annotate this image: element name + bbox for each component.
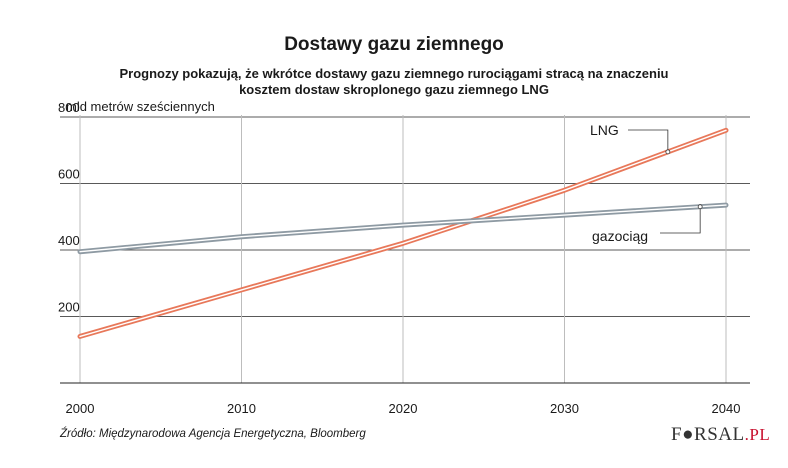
y-tick-label: 400 (58, 233, 80, 248)
series-line-highlight-pipeline (79, 204, 727, 253)
x-tick-label: 2000 (66, 401, 95, 416)
x-tick-label: 2040 (712, 401, 741, 416)
forsal-logo: F●RSAL.PL (671, 424, 770, 446)
y-axis-unit-label: mld metrów sześciennych (66, 99, 215, 114)
subtitle-line-1: Prognozy pokazują, że wkrótce dostawy ga… (119, 66, 669, 81)
y-tick-label: 200 (58, 300, 80, 315)
y-tick-label: 800 (58, 100, 80, 115)
x-tick-label: 2010 (227, 401, 256, 416)
pipeline-leader-dot (697, 204, 703, 210)
chart-subtitle: Prognozy pokazują, że wkrótce dostawy ga… (100, 66, 688, 98)
series-line-highlight-lng (79, 129, 727, 338)
subtitle-line-2: kosztem dostaw skroplonego gazu ziemnego… (239, 82, 549, 97)
y-tick-label: 600 (58, 167, 80, 182)
series-label-lng: LNG (590, 122, 619, 138)
lng-leader-line (628, 129, 669, 152)
source-note: Źródło: Międzynarodowa Agencja Energetyc… (60, 428, 366, 440)
x-tick-label: 2020 (389, 401, 418, 416)
lng-leader-dot (665, 149, 671, 155)
series-label-pipeline: gazociąg (592, 228, 648, 244)
pipeline-leader-line (660, 206, 701, 234)
logo-main: F●RSAL (671, 424, 745, 445)
chart-title: Dostawy gazu ziemnego (284, 34, 504, 55)
logo-suffix: .PL (744, 425, 771, 444)
x-tick-label: 2030 (550, 401, 579, 416)
